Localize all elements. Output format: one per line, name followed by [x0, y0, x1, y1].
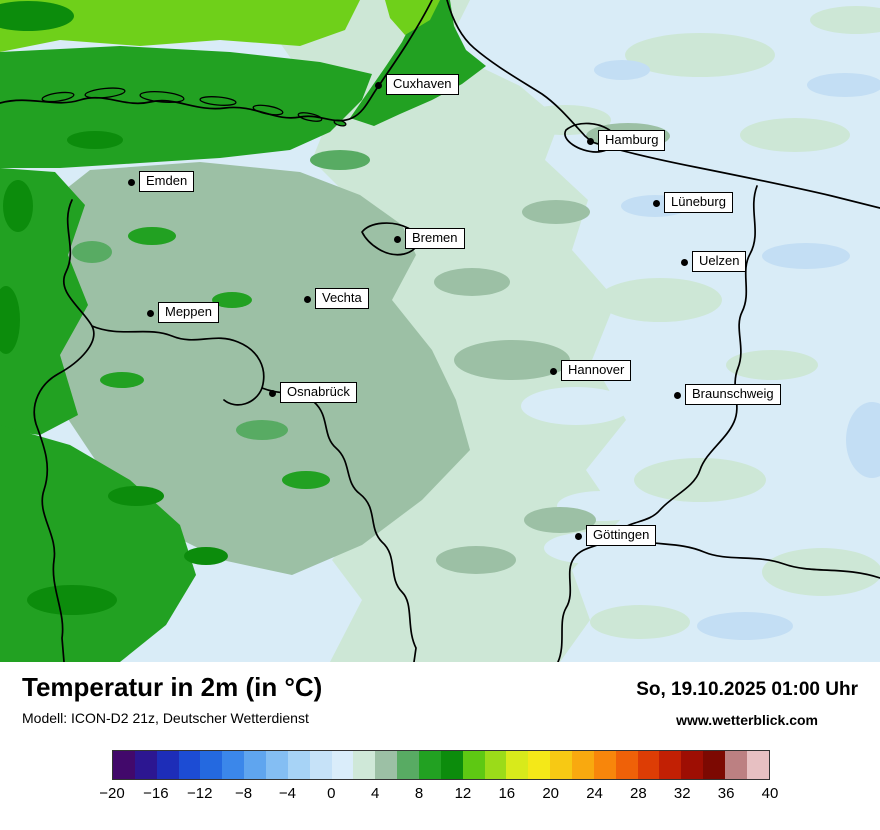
city-label: Cuxhaven	[386, 74, 459, 95]
city-label: Bremen	[405, 228, 465, 249]
legend-cell	[703, 751, 726, 779]
website-link: www.wetterblick.com	[676, 712, 819, 728]
footer-text-row: Temperatur in 2m (in °C) Modell: ICON-D2…	[0, 662, 880, 728]
footer-panel: Temperatur in 2m (in °C) Modell: ICON-D2…	[0, 662, 880, 830]
city-label: Lüneburg	[664, 192, 733, 213]
legend-cell	[156, 751, 179, 779]
city-label: Osnabrück	[280, 382, 357, 403]
legend-tick-label: −12	[186, 785, 213, 802]
city-dot	[673, 391, 681, 399]
legend-cell	[440, 751, 463, 779]
legend-cell	[462, 751, 485, 779]
city-dot	[586, 137, 594, 145]
forecast-datetime: So, 19.10.2025 01:00 Uhr	[636, 679, 858, 700]
legend-tick-label: 28	[630, 785, 647, 802]
legend-cell	[375, 751, 398, 779]
legend-tick-label: 8	[414, 785, 424, 802]
city-dot	[268, 389, 276, 397]
temperature-map: Cuxhaven Hamburg Emden Lüneburg Bremen Uelzen…	[0, 0, 880, 662]
legend-cell	[200, 751, 223, 779]
legend-tick-label: 20	[542, 785, 559, 802]
legend-cell	[134, 751, 157, 779]
city-label: Uelzen	[692, 251, 747, 272]
city-dot	[393, 235, 401, 243]
legend-tick-label: 40	[761, 785, 779, 802]
legend-tick-label: 4	[371, 785, 380, 802]
city-label: Emden	[139, 171, 195, 192]
model-info: Modell: ICON-D2 21z, Deutscher Wetterdie…	[22, 710, 309, 726]
city-dot	[549, 367, 557, 375]
legend-cell	[615, 751, 638, 779]
legend-cell	[484, 751, 507, 779]
page-title: Temperatur in 2m (in °C)	[22, 672, 323, 702]
legend-cell	[550, 751, 573, 779]
legend-tick-label: 36	[717, 785, 735, 802]
legend-cell	[725, 751, 747, 779]
city-dot	[146, 309, 154, 317]
city-dot	[374, 81, 382, 89]
legend-cell	[287, 751, 310, 779]
legend-cell	[309, 751, 332, 779]
city-label: Vechta	[315, 288, 369, 309]
legend-cell	[593, 751, 616, 779]
legend-cell	[244, 751, 267, 779]
legend-tick-label: −16	[143, 785, 169, 802]
footer-left: Temperatur in 2m (in °C) Modell: ICON-D2…	[22, 672, 322, 726]
footer-right: So, 19.10.2025 01:00 Uhr www.wetterblick…	[636, 672, 858, 728]
city-label: Braunschweig	[685, 384, 781, 405]
legend-cell	[397, 751, 420, 779]
legend-cell	[659, 751, 682, 779]
legend-tick-label: −8	[235, 785, 253, 802]
temperature-legend: −20 −16 −12 −8 −4 0 4 8 12 16 20 24 28 32 36 40	[99, 750, 778, 805]
legend-tick-label: −4	[278, 785, 297, 802]
city-dot	[127, 178, 135, 186]
city-label: Hamburg	[598, 130, 666, 151]
legend-cell	[637, 751, 660, 779]
city-dot	[680, 258, 688, 266]
legend-tick-label: 16	[498, 785, 516, 802]
legend-tick-label: 24	[586, 785, 603, 802]
temperature-field-svg	[0, 0, 880, 662]
legend-cell	[178, 751, 201, 779]
city-label: Meppen	[158, 302, 219, 323]
legend-cell	[222, 751, 245, 779]
legend-cell	[572, 751, 594, 779]
city-dot	[303, 295, 311, 303]
legend-labels: −20 −16 −12 −8 −4 0 4 8 12 16 20 24 28 32 36 40	[99, 785, 778, 805]
legend-tick-label: 12	[454, 785, 472, 802]
legend-tick-label: 0	[327, 785, 336, 802]
legend-cell	[113, 751, 135, 779]
legend-cell	[681, 751, 704, 779]
legend-bar	[112, 750, 770, 780]
legend-cell	[353, 751, 376, 779]
legend-cell	[419, 751, 441, 779]
city-dot	[574, 532, 582, 540]
legend-cell	[746, 751, 769, 779]
legend-cell	[528, 751, 551, 779]
legend-cell	[506, 751, 529, 779]
legend-cell	[331, 751, 354, 779]
city-label: Göttingen	[586, 525, 657, 546]
legend-tick-label: 32	[673, 785, 691, 802]
legend-cell	[266, 751, 288, 779]
city-dot	[652, 199, 660, 207]
city-label: Hannover	[561, 360, 632, 381]
legend-tick-label: −20	[99, 785, 125, 802]
borders	[0, 0, 880, 662]
